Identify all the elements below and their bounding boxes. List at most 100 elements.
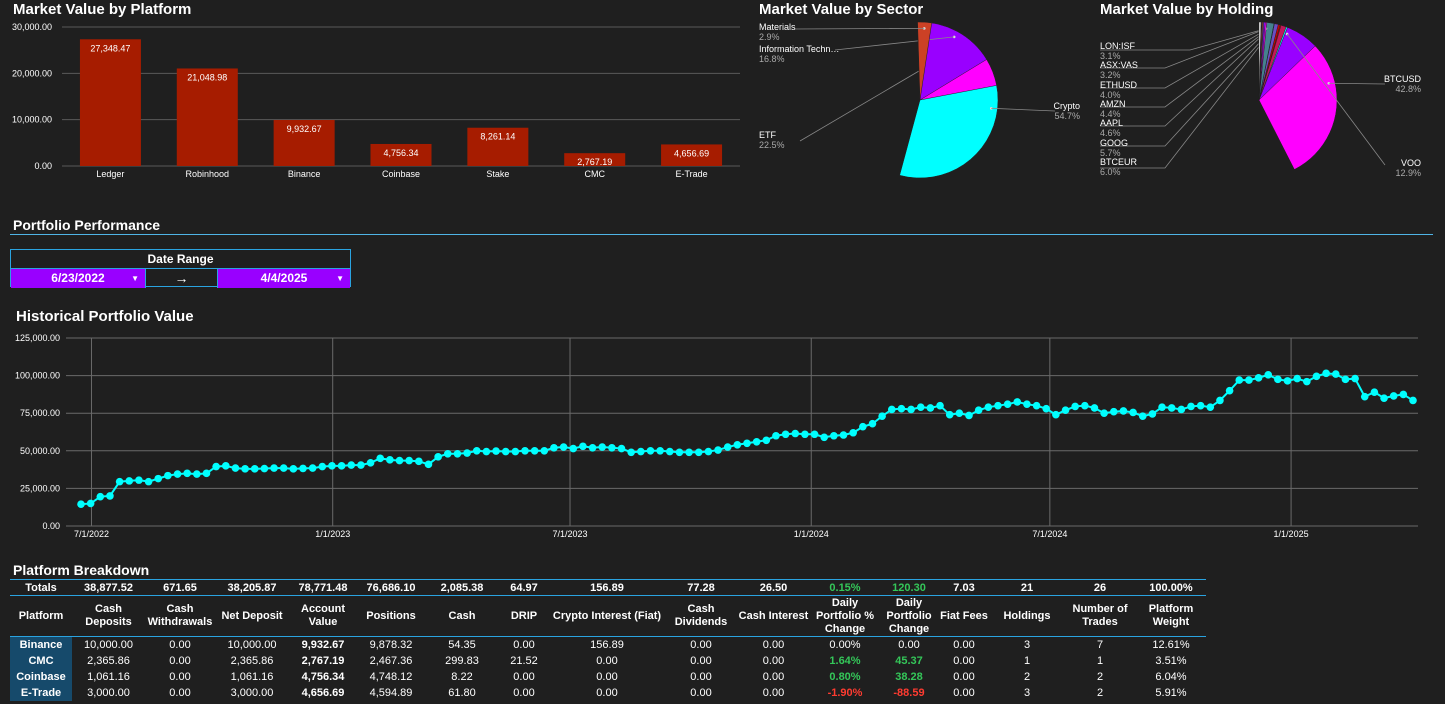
end-date-value: 4/4/2025 [260,271,308,285]
data-point [945,410,954,419]
data-point [1003,400,1012,408]
y-tick-label: 25,000.00 [20,483,60,493]
data-point [1042,404,1051,413]
start-date-value: 6/23/2022 [51,271,105,285]
table-row: Binance 10,000.00 0.00 10,000.00 9,932.67 9,8… [10,636,1206,653]
slice-percent: 12.9% [1395,168,1421,178]
table-cell: 0.00 [953,671,975,683]
leader-line [1328,82,1386,85]
data-point [1283,377,1292,385]
data-point [1216,396,1224,405]
end-date-dropdown[interactable]: 4/4/2025 ▼ [218,269,350,288]
data-point [820,433,829,442]
column-header: Daily Portfolio % Change [810,595,880,637]
totals-cell: 64.97 [499,579,549,596]
table-cell: 4,756.34 [301,671,345,683]
totals-row: Totals 38,877.52 671.65 38,205.87 78,771.48 7… [10,579,1206,596]
table-cell: 0.00 [513,639,535,651]
data-point [810,430,819,439]
data-point [106,492,114,500]
chevron-down-icon: ▼ [336,274,344,283]
data-point [752,437,761,446]
start-date-dropdown[interactable]: 6/23/2022 ▼ [11,269,145,288]
totals-cell: 38,877.52 [72,579,145,596]
y-tick-label: 20,000.00 [12,68,52,78]
leader-line [794,27,925,30]
platform-name-cell: E-Trade [10,685,72,701]
data-point [1187,402,1195,411]
slice-percent: 3.2% [1100,70,1121,80]
table-cell: 0.00 [762,639,785,651]
table-cell: 9,932.67 [301,639,345,651]
bar-value-label: 27,348.47 [90,43,130,53]
slice-label: LON:ISF [1100,41,1136,51]
totals-cell: 77.28 [665,579,737,596]
data-point [1090,404,1099,412]
column-header: Cash Interest [737,595,810,637]
bar-value-label: 9,932.67 [287,124,322,134]
table-cell: 0.00 [762,687,785,699]
data-point [386,456,394,464]
slice-percent: 22.5% [759,140,785,150]
data-point [1351,374,1359,383]
slice-percent: 4.6% [1100,128,1121,138]
leader-line [1100,28,1269,89]
data-point [984,403,993,411]
table-cell: 0.00 [596,671,618,683]
platform-breakdown-title: Platform Breakdown [13,562,150,578]
x-tick-label: 7/1/2023 [552,529,587,539]
table-cell: 1 [1023,655,1031,667]
data-point [1061,406,1070,414]
data-point [1389,392,1398,400]
data-point [202,469,211,478]
column-header: Positions [357,595,425,637]
y-tick-label: 75,000.00 [20,408,60,418]
data-point [791,429,800,438]
data-point [1293,374,1301,383]
data-point [463,449,471,457]
data-point [859,422,867,431]
table-cell: -1.90% [827,687,863,699]
data-point [395,456,404,465]
platform-bar-chart: 0.00 10,000.00 20,000.00 30,000.00 27,348.47… [12,22,740,179]
y-tick-label: 0.00 [42,521,60,531]
column-header: Cash Deposits [72,595,145,637]
data-point [270,464,278,472]
data-point [839,431,848,439]
table-cell: 61.80 [448,687,476,699]
slice-label: GOOG [1100,138,1128,148]
data-point [472,447,481,455]
slice-label: ETHUSD [1100,80,1138,90]
table-cell: 2 [1023,671,1031,683]
leader-line [1100,28,1267,69]
data-point [318,462,327,471]
data-point [231,464,240,472]
data-point [1109,407,1118,416]
slice-percent: 54.7% [1054,111,1080,121]
chevron-down-icon: ▼ [131,274,139,283]
column-header: Account Value [289,595,357,637]
data-point [1196,401,1205,410]
slice-label: BTCEUR [1100,157,1138,167]
y-tick-label: 10,000.00 [12,115,52,125]
data-point [926,404,935,412]
data-point [250,465,259,473]
data-point [1322,369,1330,378]
data-point [685,448,693,457]
data-point [1013,398,1022,406]
table-cell: 2 [1096,671,1104,683]
y-tick-label: 100,000.00 [15,371,60,381]
totals-cell: 2,085.38 [425,579,499,596]
table-cell: 2 [1096,687,1104,699]
data-point [1245,376,1253,384]
data-point [521,447,529,455]
data-point [887,405,896,414]
data-point [897,404,906,413]
data-point [154,474,163,483]
totals-cell: 21 [990,579,1064,596]
leader-line [834,36,955,51]
data-point [646,447,655,455]
bar [79,39,141,166]
x-tick-label: Stake [486,169,509,179]
data-point [762,436,771,445]
